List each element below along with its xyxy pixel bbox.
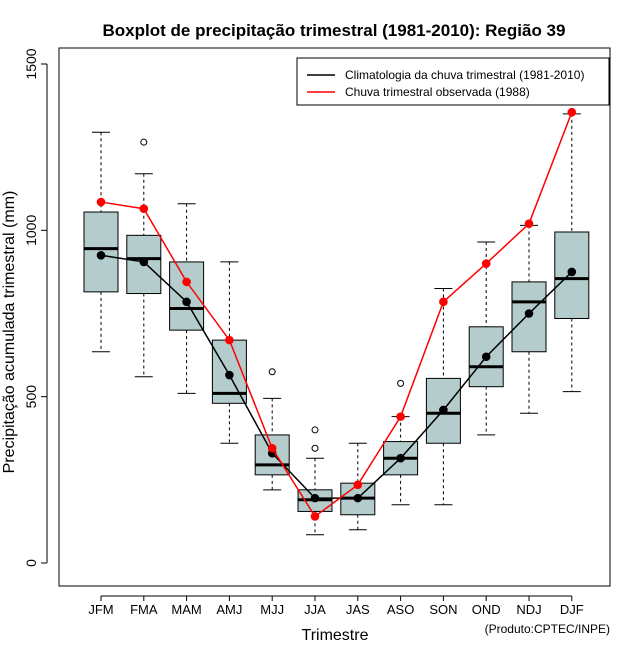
y-axis-title: Precipitação acumulada trimestral (mm) — [1, 191, 18, 474]
outlier-point — [311, 444, 319, 452]
series-point-climatology-ASO — [396, 453, 405, 463]
series-point-observed-JAS — [353, 480, 363, 490]
series-point-climatology-AMJ — [225, 370, 234, 380]
y-axis: 0 500 1000 1500 — [23, 48, 48, 567]
x-tick-label-FMA: FMA — [130, 602, 158, 617]
credit-text: (Produto:CPTEC/INPE) — [485, 622, 610, 636]
box-AMJ — [211, 261, 247, 444]
y-tick-label-0: 0 — [23, 559, 39, 567]
outlier-point — [268, 368, 276, 376]
x-tick-label-ASO: ASO — [387, 602, 414, 617]
series-point-climatology-FMA — [139, 257, 149, 267]
box-iqr — [126, 234, 162, 295]
boxes-layer — [83, 113, 590, 536]
series-point-observed-NDJ — [524, 219, 534, 228]
series-point-climatology-MAM — [182, 297, 191, 307]
x-tick-label-MJJ: MJJ — [260, 602, 284, 617]
legend-label-climatology: Climatologia da chuva trimestral (1981-2… — [345, 68, 584, 82]
x-tick-label-AMJ: AMJ — [216, 602, 242, 617]
x-tick-label-MAM: MAM — [171, 602, 201, 617]
outlier-point — [140, 138, 148, 146]
series-point-observed-FMA — [139, 204, 149, 214]
box-ASO — [383, 379, 419, 506]
outlier-point — [311, 426, 319, 434]
series-point-climatology-JFM — [96, 250, 106, 260]
series-point-observed-JJA — [310, 512, 320, 521]
x-tick-label-NDJ: NDJ — [516, 602, 541, 617]
y-tick-label-500: 500 — [23, 385, 39, 409]
x-axis-title: Trimestre — [302, 627, 369, 644]
series-point-observed-SON — [439, 297, 448, 307]
chart-title: Boxplot de precipitação trimestral (1981… — [103, 21, 566, 40]
series-line-observed — [100, 111, 573, 518]
legend-label-observed: Chuva trimestral observada (1988) — [345, 85, 530, 99]
box-SON — [425, 288, 461, 506]
y-tick-label-1000: 1000 — [23, 215, 39, 246]
series-point-climatology-SON — [439, 405, 448, 415]
series-point-climatology-DJF — [567, 267, 577, 277]
box-JFM — [83, 131, 119, 353]
x-tick-label-JFM: JFM — [88, 602, 113, 617]
x-tick-label-OND: OND — [472, 602, 501, 617]
y-tick-label-1500: 1500 — [23, 48, 39, 79]
series-point-observed-JFM — [96, 197, 106, 207]
box-MAM — [169, 203, 205, 394]
legend: Climatologia da chuva trimestral (1981-2… — [296, 57, 610, 106]
series-point-observed-MJJ — [267, 443, 277, 453]
box-MJJ — [254, 368, 290, 491]
series-line-climatology — [100, 254, 573, 499]
series-point-observed-DJF — [567, 107, 577, 117]
series-point-observed-MAM — [182, 277, 191, 287]
x-axis: JFM FMA MAM AMJ MJJ JJA JAS ASO SON OND NDJ DJF — [88, 595, 584, 617]
series-point-observed-AMJ — [225, 335, 234, 345]
series-point-observed-OND — [481, 259, 491, 268]
series-point-climatology-JJA — [310, 493, 320, 503]
series-layer — [96, 107, 577, 521]
box-DJF — [554, 113, 590, 393]
plot-frame — [58, 47, 611, 587]
x-tick-label-JAS: JAS — [346, 602, 370, 617]
x-tick-label-JJA: JJA — [304, 602, 326, 617]
box-FMA — [126, 138, 162, 378]
box-NDJ — [511, 224, 547, 414]
series-point-climatology-NDJ — [524, 309, 534, 318]
series-point-climatology-JAS — [353, 493, 363, 503]
legend-box — [296, 57, 610, 106]
series-point-climatology-OND — [481, 352, 491, 362]
x-tick-label-DJF: DJF — [560, 602, 584, 617]
outlier-point — [397, 379, 405, 387]
box-iqr — [169, 261, 205, 331]
series-point-observed-ASO — [396, 412, 405, 421]
x-tick-label-SON: SON — [429, 602, 457, 617]
box-OND — [468, 241, 504, 436]
